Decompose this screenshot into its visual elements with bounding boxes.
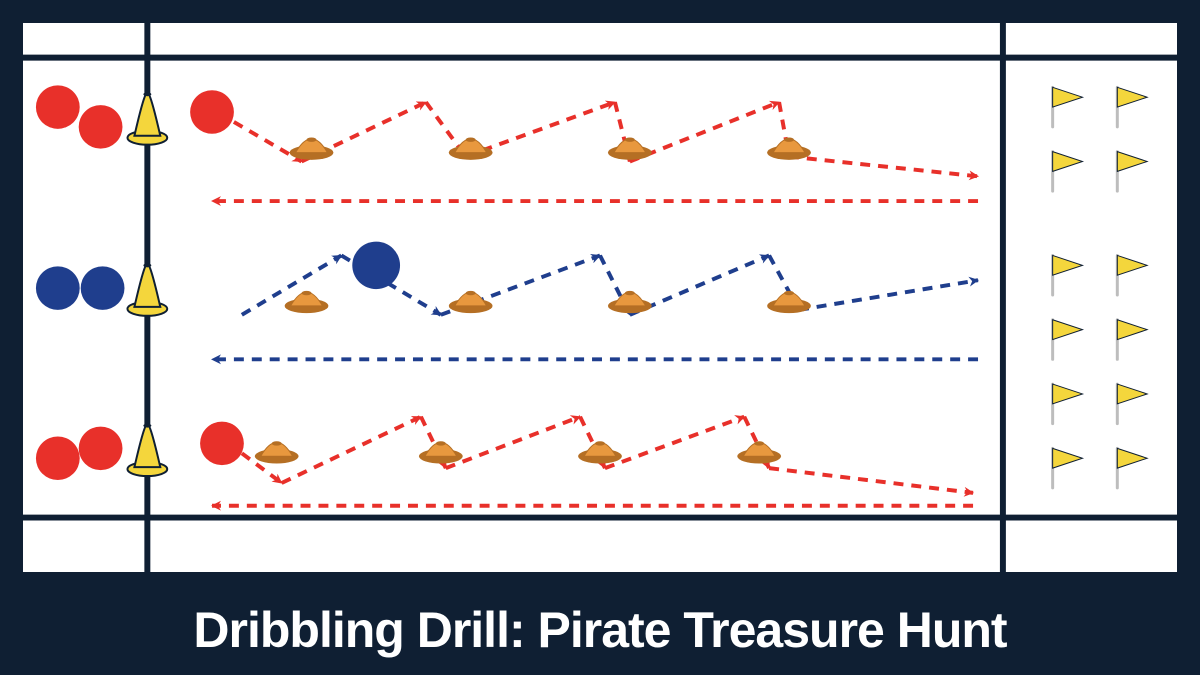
disc-cone-icon bbox=[449, 291, 493, 313]
disc-cone-icon bbox=[737, 441, 781, 463]
player-icon bbox=[36, 436, 80, 480]
flag-icon bbox=[1053, 320, 1083, 360]
disc-cone-icon bbox=[578, 441, 622, 463]
player-icon bbox=[79, 105, 123, 149]
flag-icon bbox=[1117, 87, 1147, 127]
path-arrow bbox=[769, 468, 973, 493]
path-arrow bbox=[605, 417, 744, 468]
flag-icon bbox=[1117, 384, 1147, 424]
disc-cone-icon bbox=[767, 291, 811, 313]
flag-icon bbox=[1053, 255, 1083, 295]
tall-cone-icon bbox=[127, 263, 167, 315]
player-icon bbox=[79, 427, 123, 471]
disc-cone-icon bbox=[767, 138, 811, 160]
disc-cone-icon bbox=[608, 291, 652, 313]
path-arrow bbox=[789, 157, 978, 177]
flag-icon bbox=[1053, 384, 1083, 424]
player-icon bbox=[36, 266, 80, 310]
path-arrow bbox=[234, 122, 302, 162]
tall-cone-icon bbox=[127, 92, 167, 144]
disc-cone-icon bbox=[449, 138, 493, 160]
player-icon bbox=[200, 422, 244, 466]
drill-title: Dribbling Drill: Pirate Treasure Hunt bbox=[0, 585, 1200, 675]
flag-icon bbox=[1053, 448, 1083, 488]
player-icon bbox=[36, 85, 80, 129]
disc-cone-icon bbox=[608, 138, 652, 160]
path-arrow bbox=[282, 417, 421, 483]
player-icon bbox=[352, 242, 400, 289]
flag-icon bbox=[1117, 320, 1147, 360]
flag-icon bbox=[1117, 152, 1147, 192]
path-arrow bbox=[630, 102, 779, 161]
flag-icon bbox=[1117, 255, 1147, 295]
player-icon bbox=[190, 90, 234, 134]
flag-icon bbox=[1053, 152, 1083, 192]
disc-cone-icon bbox=[290, 138, 334, 160]
disc-cone-icon bbox=[285, 291, 329, 313]
drill-svg bbox=[23, 23, 1177, 572]
disc-cone-icon bbox=[255, 441, 299, 463]
flag-icon bbox=[1117, 448, 1147, 488]
drill-field bbox=[20, 20, 1180, 575]
flag-icon bbox=[1053, 87, 1083, 127]
disc-cone-icon bbox=[419, 441, 463, 463]
tall-cone-icon bbox=[127, 424, 167, 476]
player-icon bbox=[81, 266, 125, 310]
path-arrow bbox=[799, 280, 978, 310]
path-arrow bbox=[446, 417, 580, 468]
